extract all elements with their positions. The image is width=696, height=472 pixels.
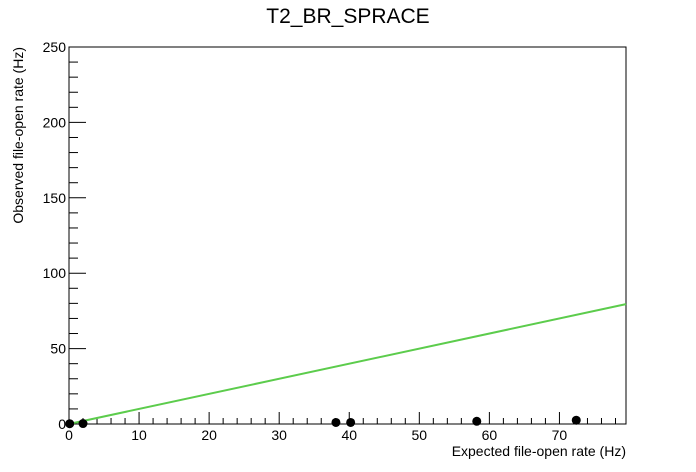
data-points	[65, 415, 581, 429]
chart-title: T2_BR_SPRACE	[266, 5, 429, 28]
y-tick-label: 150	[43, 190, 67, 206]
data-point	[78, 419, 88, 429]
x-tick-label: 30	[271, 427, 287, 443]
data-point	[331, 417, 341, 427]
data-point	[472, 416, 482, 426]
y-tick-label: 0	[58, 416, 66, 432]
y-tick-label: 250	[43, 39, 67, 55]
y-tick-label: 100	[43, 265, 67, 281]
x-tick-label: 0	[65, 427, 73, 443]
x-tick-label: 20	[201, 427, 217, 443]
x-tick-label: 10	[131, 427, 147, 443]
y-axis: 0 50 100 150 200 250	[43, 39, 86, 432]
x-axis: 0 10 20 30 40 50 60 70	[65, 412, 616, 443]
x-tick-label: 70	[552, 427, 568, 443]
x-axis-title: Expected file-open rate (Hz)	[452, 443, 626, 459]
data-point	[346, 417, 356, 427]
y-tick-label: 50	[50, 341, 66, 357]
data-point	[65, 419, 75, 429]
x-tick-label: 60	[482, 427, 498, 443]
reference-line	[68, 303, 627, 425]
data-point	[571, 415, 581, 425]
plot-frame	[68, 46, 627, 425]
x-tick-label: 50	[412, 427, 428, 443]
y-axis-title: Observed file-open rate (Hz)	[10, 47, 26, 224]
y-tick-label: 200	[43, 114, 67, 130]
x-tick-label: 40	[341, 427, 357, 443]
